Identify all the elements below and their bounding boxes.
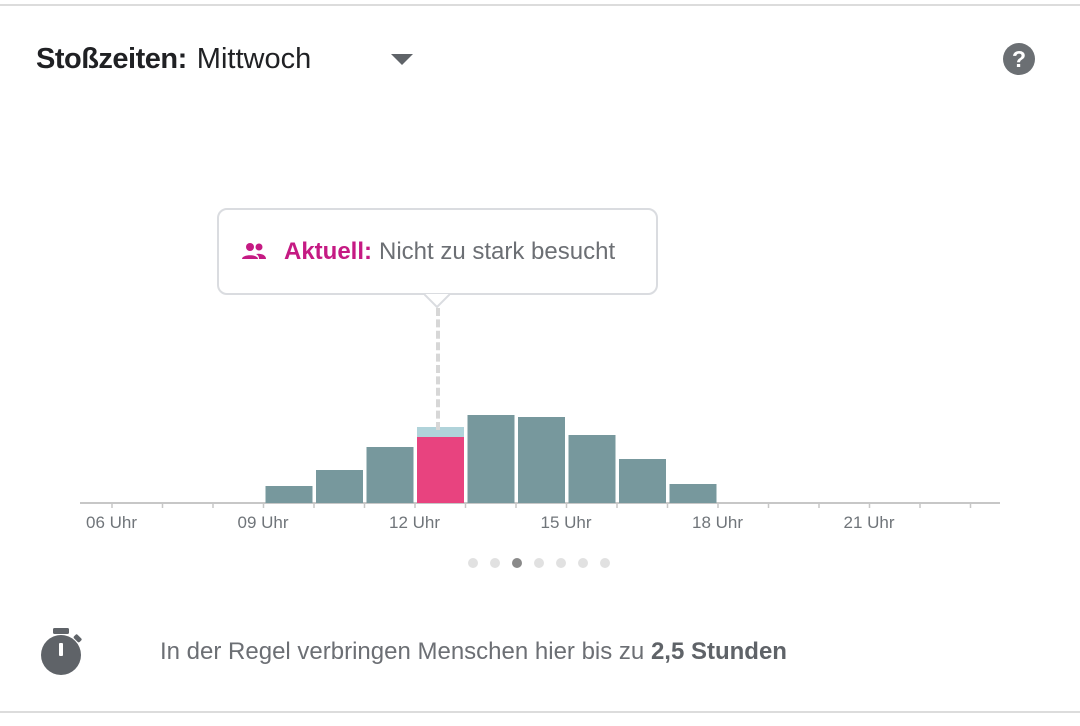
top-divider <box>0 4 1080 6</box>
hour-bar[interactable] <box>518 417 565 503</box>
hour-bar[interactable] <box>316 470 363 503</box>
hour-bar[interactable] <box>467 415 515 503</box>
timer-icon <box>41 628 82 675</box>
day-value: Mittwoch <box>196 42 312 75</box>
header: Stoßzeiten: Mittwoch <box>36 36 414 82</box>
pager-dot[interactable] <box>512 558 522 568</box>
day-dropdown[interactable]: Mittwoch <box>196 42 414 76</box>
pager-dot[interactable] <box>600 558 610 568</box>
people-icon <box>242 242 266 259</box>
current-time-marker <box>436 308 440 430</box>
hour-bar[interactable] <box>265 486 313 503</box>
x-tick-label: 09 Uhr <box>238 513 289 532</box>
x-tick-label: 18 Uhr <box>692 513 743 532</box>
hour-bar[interactable] <box>366 447 414 503</box>
tooltip-label: Aktuell: <box>284 237 373 265</box>
pager-dot[interactable] <box>556 558 566 568</box>
chevron-down-icon <box>391 53 414 65</box>
x-tick-label: 06 Uhr <box>86 513 137 532</box>
pager-dots <box>468 558 610 568</box>
hour-bar[interactable] <box>669 484 717 503</box>
duration-sentence: In der Regel verbringen Menschen hier bi… <box>160 638 645 665</box>
hour-bar[interactable] <box>619 459 666 503</box>
live-busyness-bar[interactable] <box>417 437 464 503</box>
x-tick-label: 15 Uhr <box>541 513 592 532</box>
tooltip-text: Nicht zu stark besucht <box>379 237 616 265</box>
popular-times-label: Stoßzeiten: <box>36 42 187 75</box>
duration-value: 2,5 Stunden <box>650 638 787 665</box>
hour-bar[interactable] <box>568 435 616 503</box>
pager-dot[interactable] <box>468 558 478 568</box>
visit-duration: In der Regel verbringen Menschen hier bi… <box>38 628 787 676</box>
pager-dot[interactable] <box>578 558 588 568</box>
x-tick-label: 21 Uhr <box>844 513 895 532</box>
tooltip-pointer <box>424 294 450 308</box>
bottom-divider <box>0 711 1080 713</box>
current-status-tooltip: Aktuell: Nicht zu stark besucht <box>217 208 658 295</box>
pager-dot[interactable] <box>490 558 500 568</box>
pager-dot[interactable] <box>534 558 544 568</box>
help-icon[interactable]: ? <box>1003 43 1035 75</box>
x-tick-label: 12 Uhr <box>389 513 440 532</box>
duration-text: In der Regel verbringen Menschen hier bi… <box>160 638 787 666</box>
